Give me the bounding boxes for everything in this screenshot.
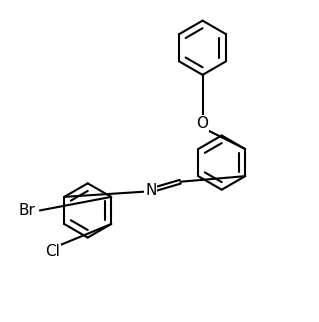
- Text: Br: Br: [19, 203, 35, 218]
- Text: N: N: [145, 183, 157, 198]
- Text: Cl: Cl: [45, 244, 60, 260]
- Text: O: O: [197, 116, 209, 131]
